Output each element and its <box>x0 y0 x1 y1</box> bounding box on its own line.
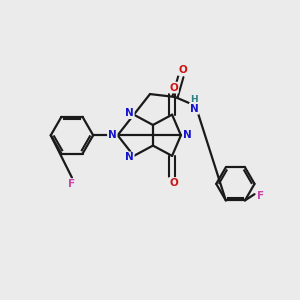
Text: H: H <box>190 95 198 104</box>
Text: N: N <box>108 130 117 140</box>
Text: F: F <box>68 179 76 189</box>
Text: N: N <box>125 152 134 162</box>
Text: N: N <box>125 108 134 118</box>
Text: N: N <box>183 130 192 140</box>
Text: O: O <box>169 82 178 93</box>
Text: F: F <box>257 190 265 201</box>
Text: O: O <box>178 65 187 75</box>
Text: N: N <box>190 104 199 114</box>
Text: O: O <box>169 178 178 188</box>
